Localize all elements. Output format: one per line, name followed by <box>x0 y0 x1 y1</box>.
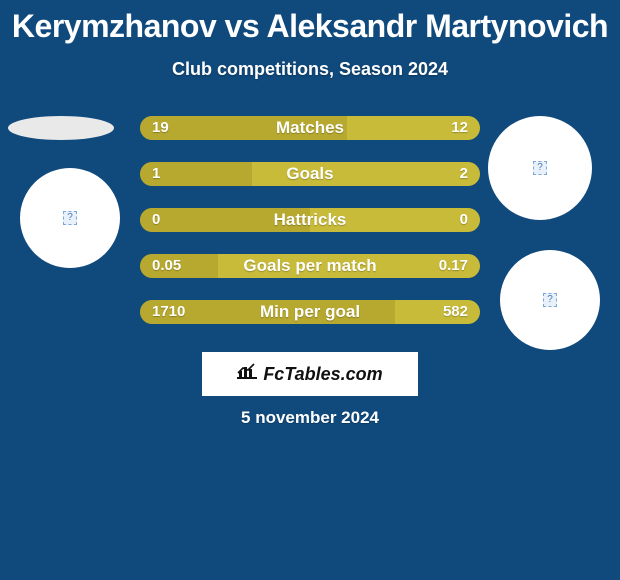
chart-icon <box>237 363 257 386</box>
bar-value-left: 1710 <box>152 300 185 324</box>
avatar-shadow-left <box>8 116 114 140</box>
stat-row: Hattricks0 0 <box>140 208 480 232</box>
page-title: Kerymzhanov vs Aleksandr Martynovich <box>0 0 620 45</box>
bar-value-left: 19 <box>152 116 169 140</box>
bar-value-right: 2 <box>460 162 468 186</box>
bar-value-right: 12 <box>451 116 468 140</box>
placeholder-icon: ? <box>543 293 557 307</box>
stat-row: Goals1 2 <box>140 162 480 186</box>
avatar-left: ? <box>20 168 120 268</box>
subtitle: Club competitions, Season 2024 <box>0 59 620 80</box>
brand-text: FcTables.com <box>263 364 382 385</box>
stats-bars: Matches1912Goals12Hattricks00Goals per m… <box>140 116 480 346</box>
bar-label: Goals <box>140 162 480 186</box>
bar-value-left: 0.05 <box>152 254 181 278</box>
placeholder-icon: ? <box>63 211 77 225</box>
bar-value-right: 582 <box>443 300 468 324</box>
avatar-right-top: ? <box>488 116 592 220</box>
date-text: 5 november 2024 <box>0 408 620 428</box>
placeholder-icon: ? <box>533 161 547 175</box>
bar-label: Hattricks <box>140 208 480 232</box>
bar-label: Min per goal <box>140 300 480 324</box>
stat-row: Min per goal1710 582 <box>140 300 480 324</box>
bar-label: Goals per match <box>140 254 480 278</box>
stat-row: Goals per match0.05 0.17 <box>140 254 480 278</box>
bar-value-left: 0 <box>152 208 160 232</box>
avatar-right-bottom: ? <box>500 250 600 350</box>
bar-value-right: 0 <box>460 208 468 232</box>
content-area: ? ? ? Matches1912Goals12Hattricks00Goals… <box>0 116 620 366</box>
bar-value-right: 0.17 <box>439 254 468 278</box>
brand-box[interactable]: FcTables.com <box>202 352 418 396</box>
comparison-card: Kerymzhanov vs Aleksandr Martynovich Clu… <box>0 0 620 580</box>
bar-value-left: 1 <box>152 162 160 186</box>
bar-label: Matches <box>140 116 480 140</box>
stat-row: Matches19 12 <box>140 116 480 140</box>
